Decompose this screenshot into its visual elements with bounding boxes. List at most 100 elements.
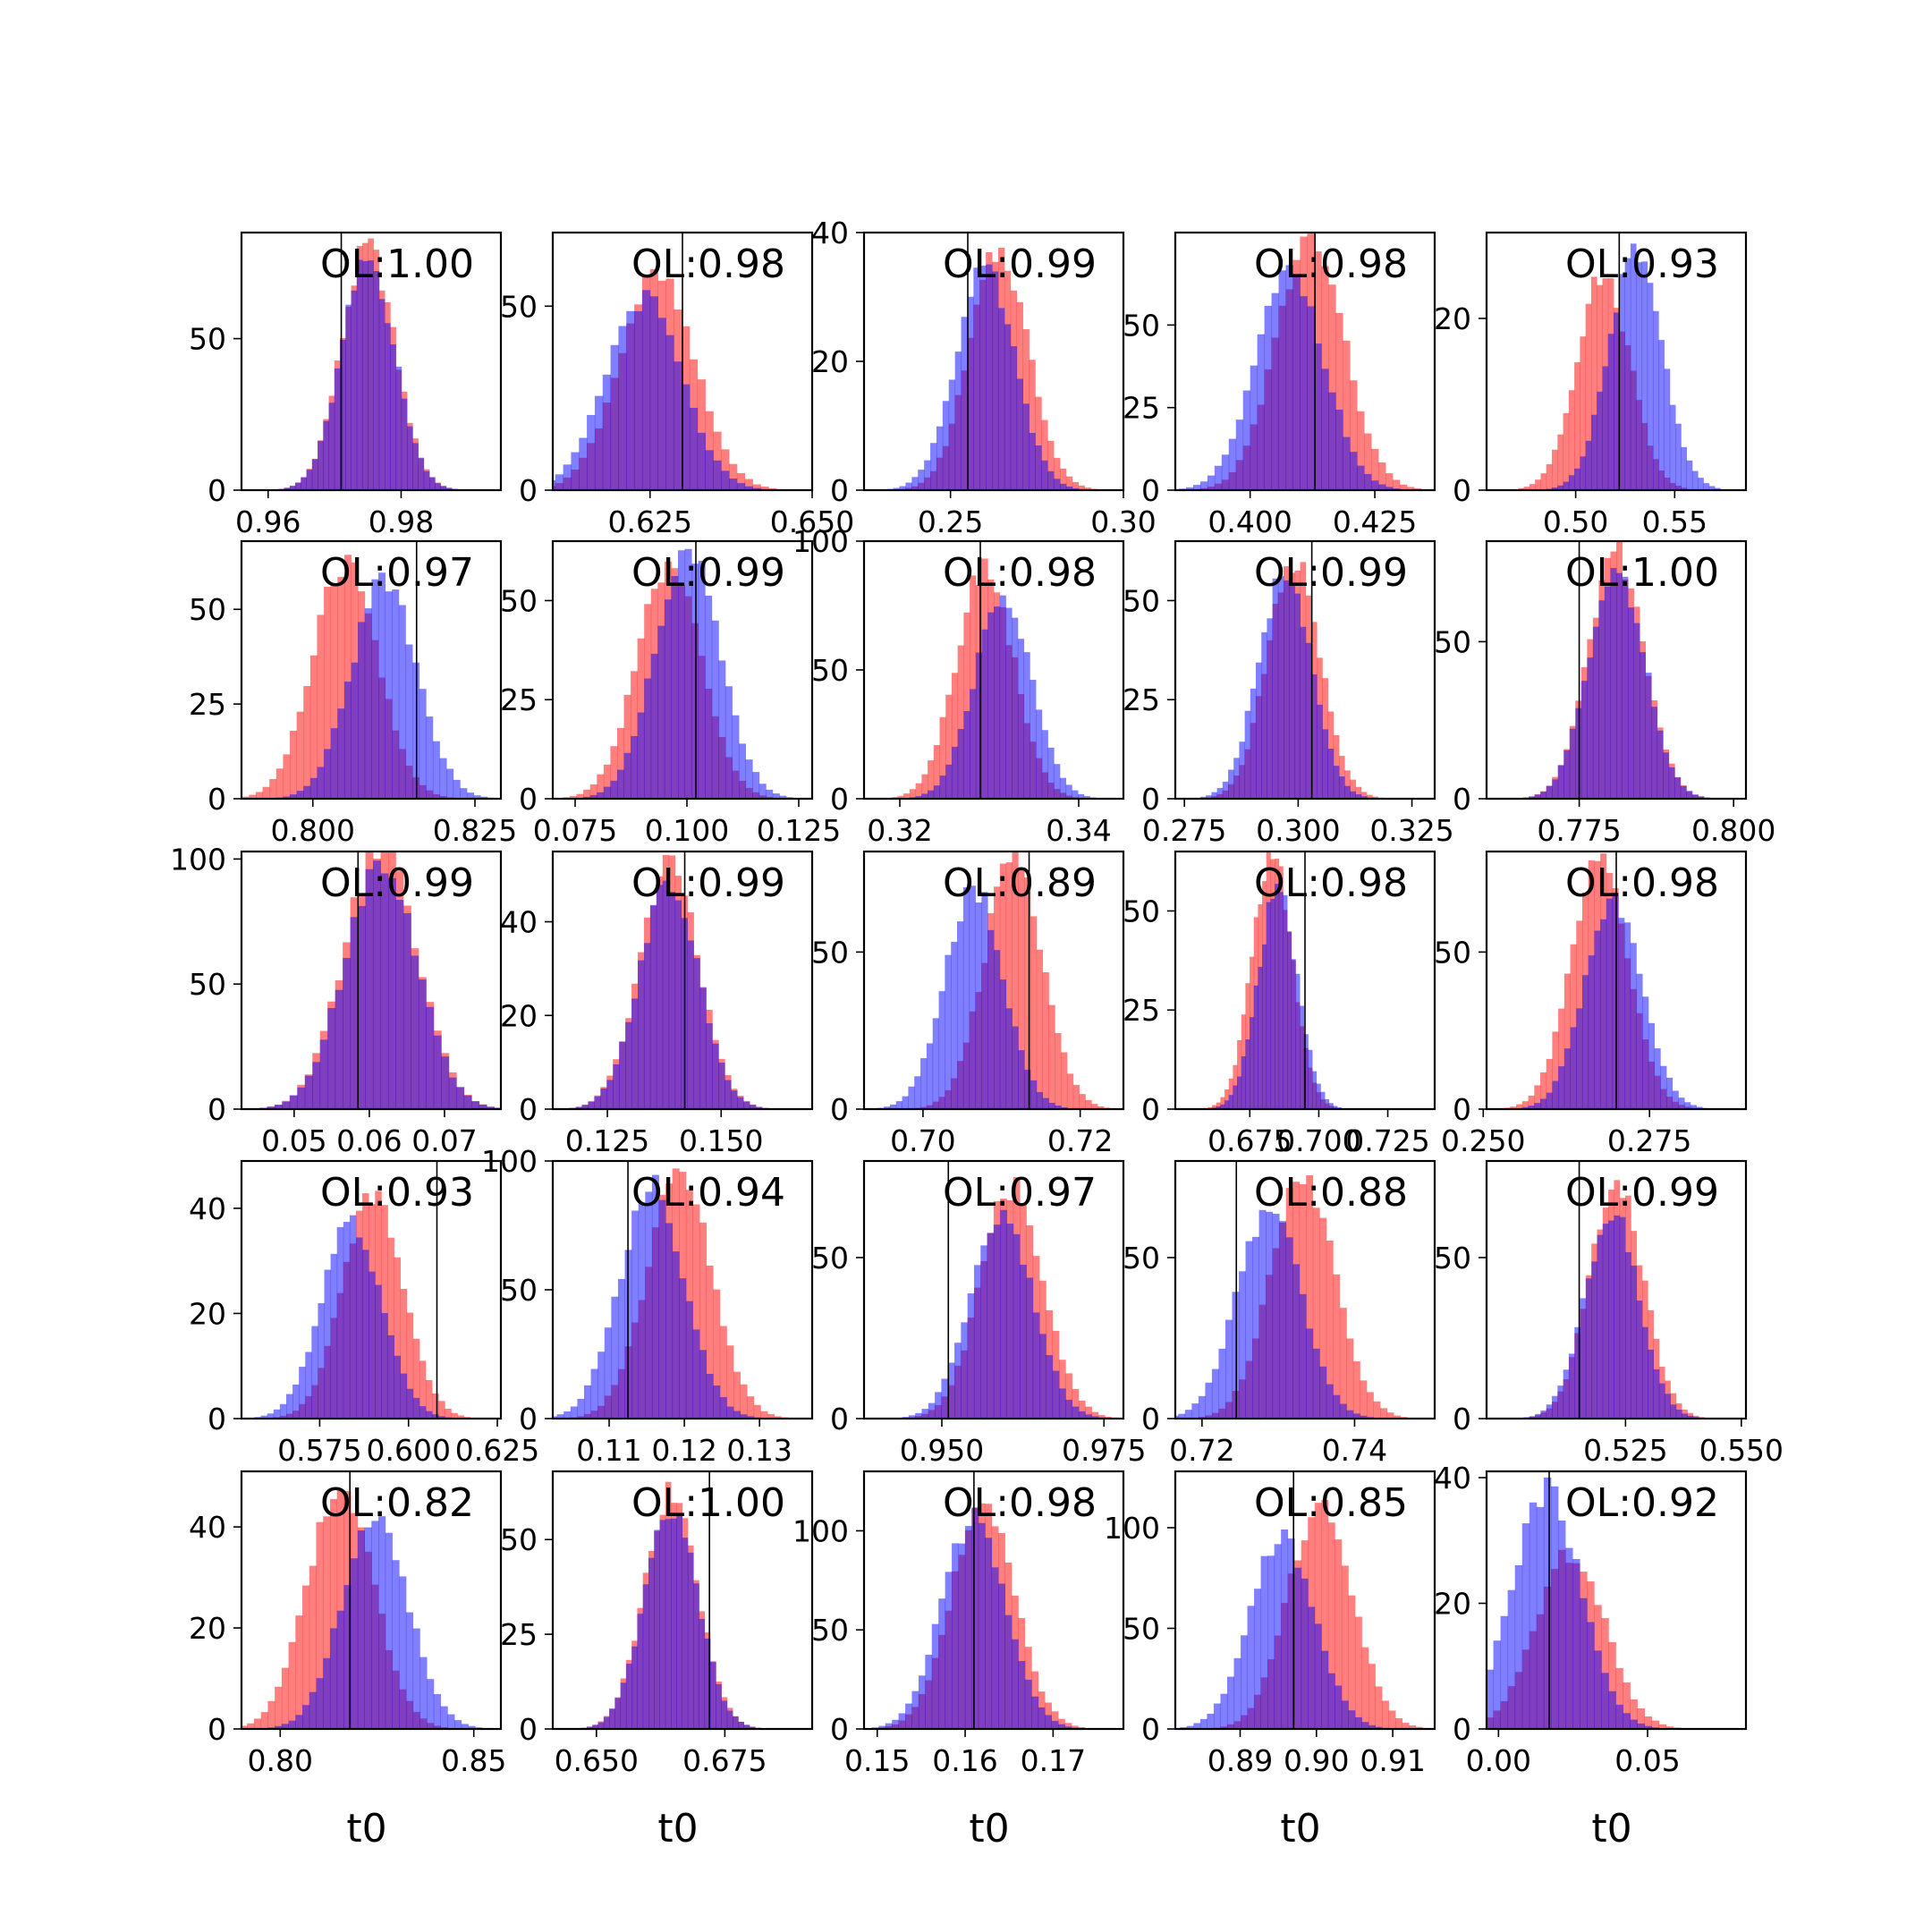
histogram-bar [1281,1530,1289,1729]
histogram-bar [706,1265,714,1419]
histogram-bar [721,470,730,490]
y-tick-label: 20 [1434,1587,1471,1622]
histogram-bar [737,1097,744,1109]
histogram-bar [1375,1686,1383,1729]
histogram-bar [380,873,389,1109]
histogram-bar [1641,261,1648,490]
histogram-bar [1024,1679,1032,1729]
x-tick-label: 0.98 [369,504,434,539]
histogram-bar [454,1720,462,1729]
overlap-label: OL:0.99 [320,860,474,906]
histogram-bar [1030,1080,1038,1109]
histogram-bar [928,790,935,799]
histogram-bar [592,1724,598,1729]
axes-frame [551,231,814,492]
histogram-bar [381,1205,388,1419]
histogram-bar [657,625,665,799]
histogram-bar [1041,419,1048,490]
histogram-bar [1035,396,1042,490]
histogram-bar [1350,791,1356,799]
histogram-bar [1500,1615,1509,1729]
histogram-bar [649,904,657,1109]
histogram-bar [1346,1338,1354,1419]
histogram-bar [1341,1700,1349,1729]
histogram-bar [336,1610,344,1729]
histogram-bar [682,1538,689,1729]
histogram-bar [1350,380,1358,490]
histogram-bar [303,785,311,799]
histogram-bar [249,794,257,799]
histogram-bar [1637,1708,1645,1729]
histogram-bar [1233,1085,1238,1109]
histogram-bar [963,612,970,799]
histogram-bar [606,1080,614,1109]
histogram-bar [1636,262,1642,490]
histogram-bar [345,304,352,490]
blue-histogram [1175,1209,1381,1419]
histogram-bar [733,1716,739,1729]
histogram-bar [1226,1676,1234,1729]
histogram-bar [878,1725,886,1729]
histogram-bar [274,1105,283,1109]
overlap-label: OL:0.97 [943,1170,1097,1216]
axes-frame [551,539,814,801]
histogram-bar [1328,1103,1334,1109]
subplot-8: 0.32 0.34 0 50 100 OL:0.98 [792,524,1125,848]
histogram-bar [1261,631,1267,799]
histogram-bar [426,716,434,799]
histogram-bar [377,572,386,799]
histogram-bar [1585,1278,1592,1419]
histogram-bar [302,1585,310,1729]
histogram-bar [1663,752,1670,799]
histogram-bar [1085,1099,1092,1109]
y-tick-label: 0 [519,1402,538,1436]
histogram-bar [1615,1704,1623,1729]
histogram-bar [323,420,329,490]
histogram-bar [1335,410,1343,490]
y-tick-label: 40 [189,1191,226,1226]
x-tick-label: 0.17 [1021,1743,1086,1778]
histogram-bar [1535,1413,1541,1419]
histogram-bar [1220,1097,1225,1109]
histogram-bar [958,1543,966,1729]
x-tick-label: 0.74 [1322,1433,1387,1468]
histogram-bar [1378,462,1386,490]
histogram-bar [426,1006,435,1109]
histogram-bar [1354,1716,1362,1729]
histogram-bar [684,548,692,799]
histogram-bar [473,795,481,799]
histogram-bar [1317,704,1323,799]
histogram-bar [626,310,635,490]
histogram-bar [1385,473,1394,490]
histogram-bar [1192,485,1201,490]
histogram-bar [1314,1623,1322,1729]
histogram-bar [1292,1264,1301,1419]
histogram-bar [726,1345,734,1419]
histogram-bar [387,1237,394,1419]
histogram-bar [1097,1415,1106,1419]
histogram-bar [691,564,699,799]
histogram-bar [892,1719,900,1729]
histogram-bar [297,1087,306,1109]
histogram-bar [724,686,733,799]
histogram-bar [427,1679,435,1729]
histograms [273,233,463,490]
blue-histogram [1208,884,1346,1109]
histogram-bar [1364,473,1372,490]
histogram-bar [745,759,753,799]
histogram-bar [1361,1647,1369,1729]
histogram-bar [1361,1722,1369,1729]
y-tick-label: 25 [500,1617,538,1652]
histogram-bar [1339,1403,1347,1419]
histogram-bar [772,793,780,799]
subplot-24: 0.89 0.90 0.91 0 50 100 OL:0.85 t0 [1104,1470,1436,1852]
subplot-19: 0.72 0.74 0 50 OL:0.88 [1123,1159,1436,1468]
histogram-bar [699,1350,708,1419]
histogram-bar [1587,657,1594,799]
histogram-bar [1292,274,1301,490]
histogram-bar [400,1288,408,1419]
histogram-bar [1568,475,1575,490]
histogram-bar [1065,784,1072,799]
histogram-bar [1207,475,1216,490]
